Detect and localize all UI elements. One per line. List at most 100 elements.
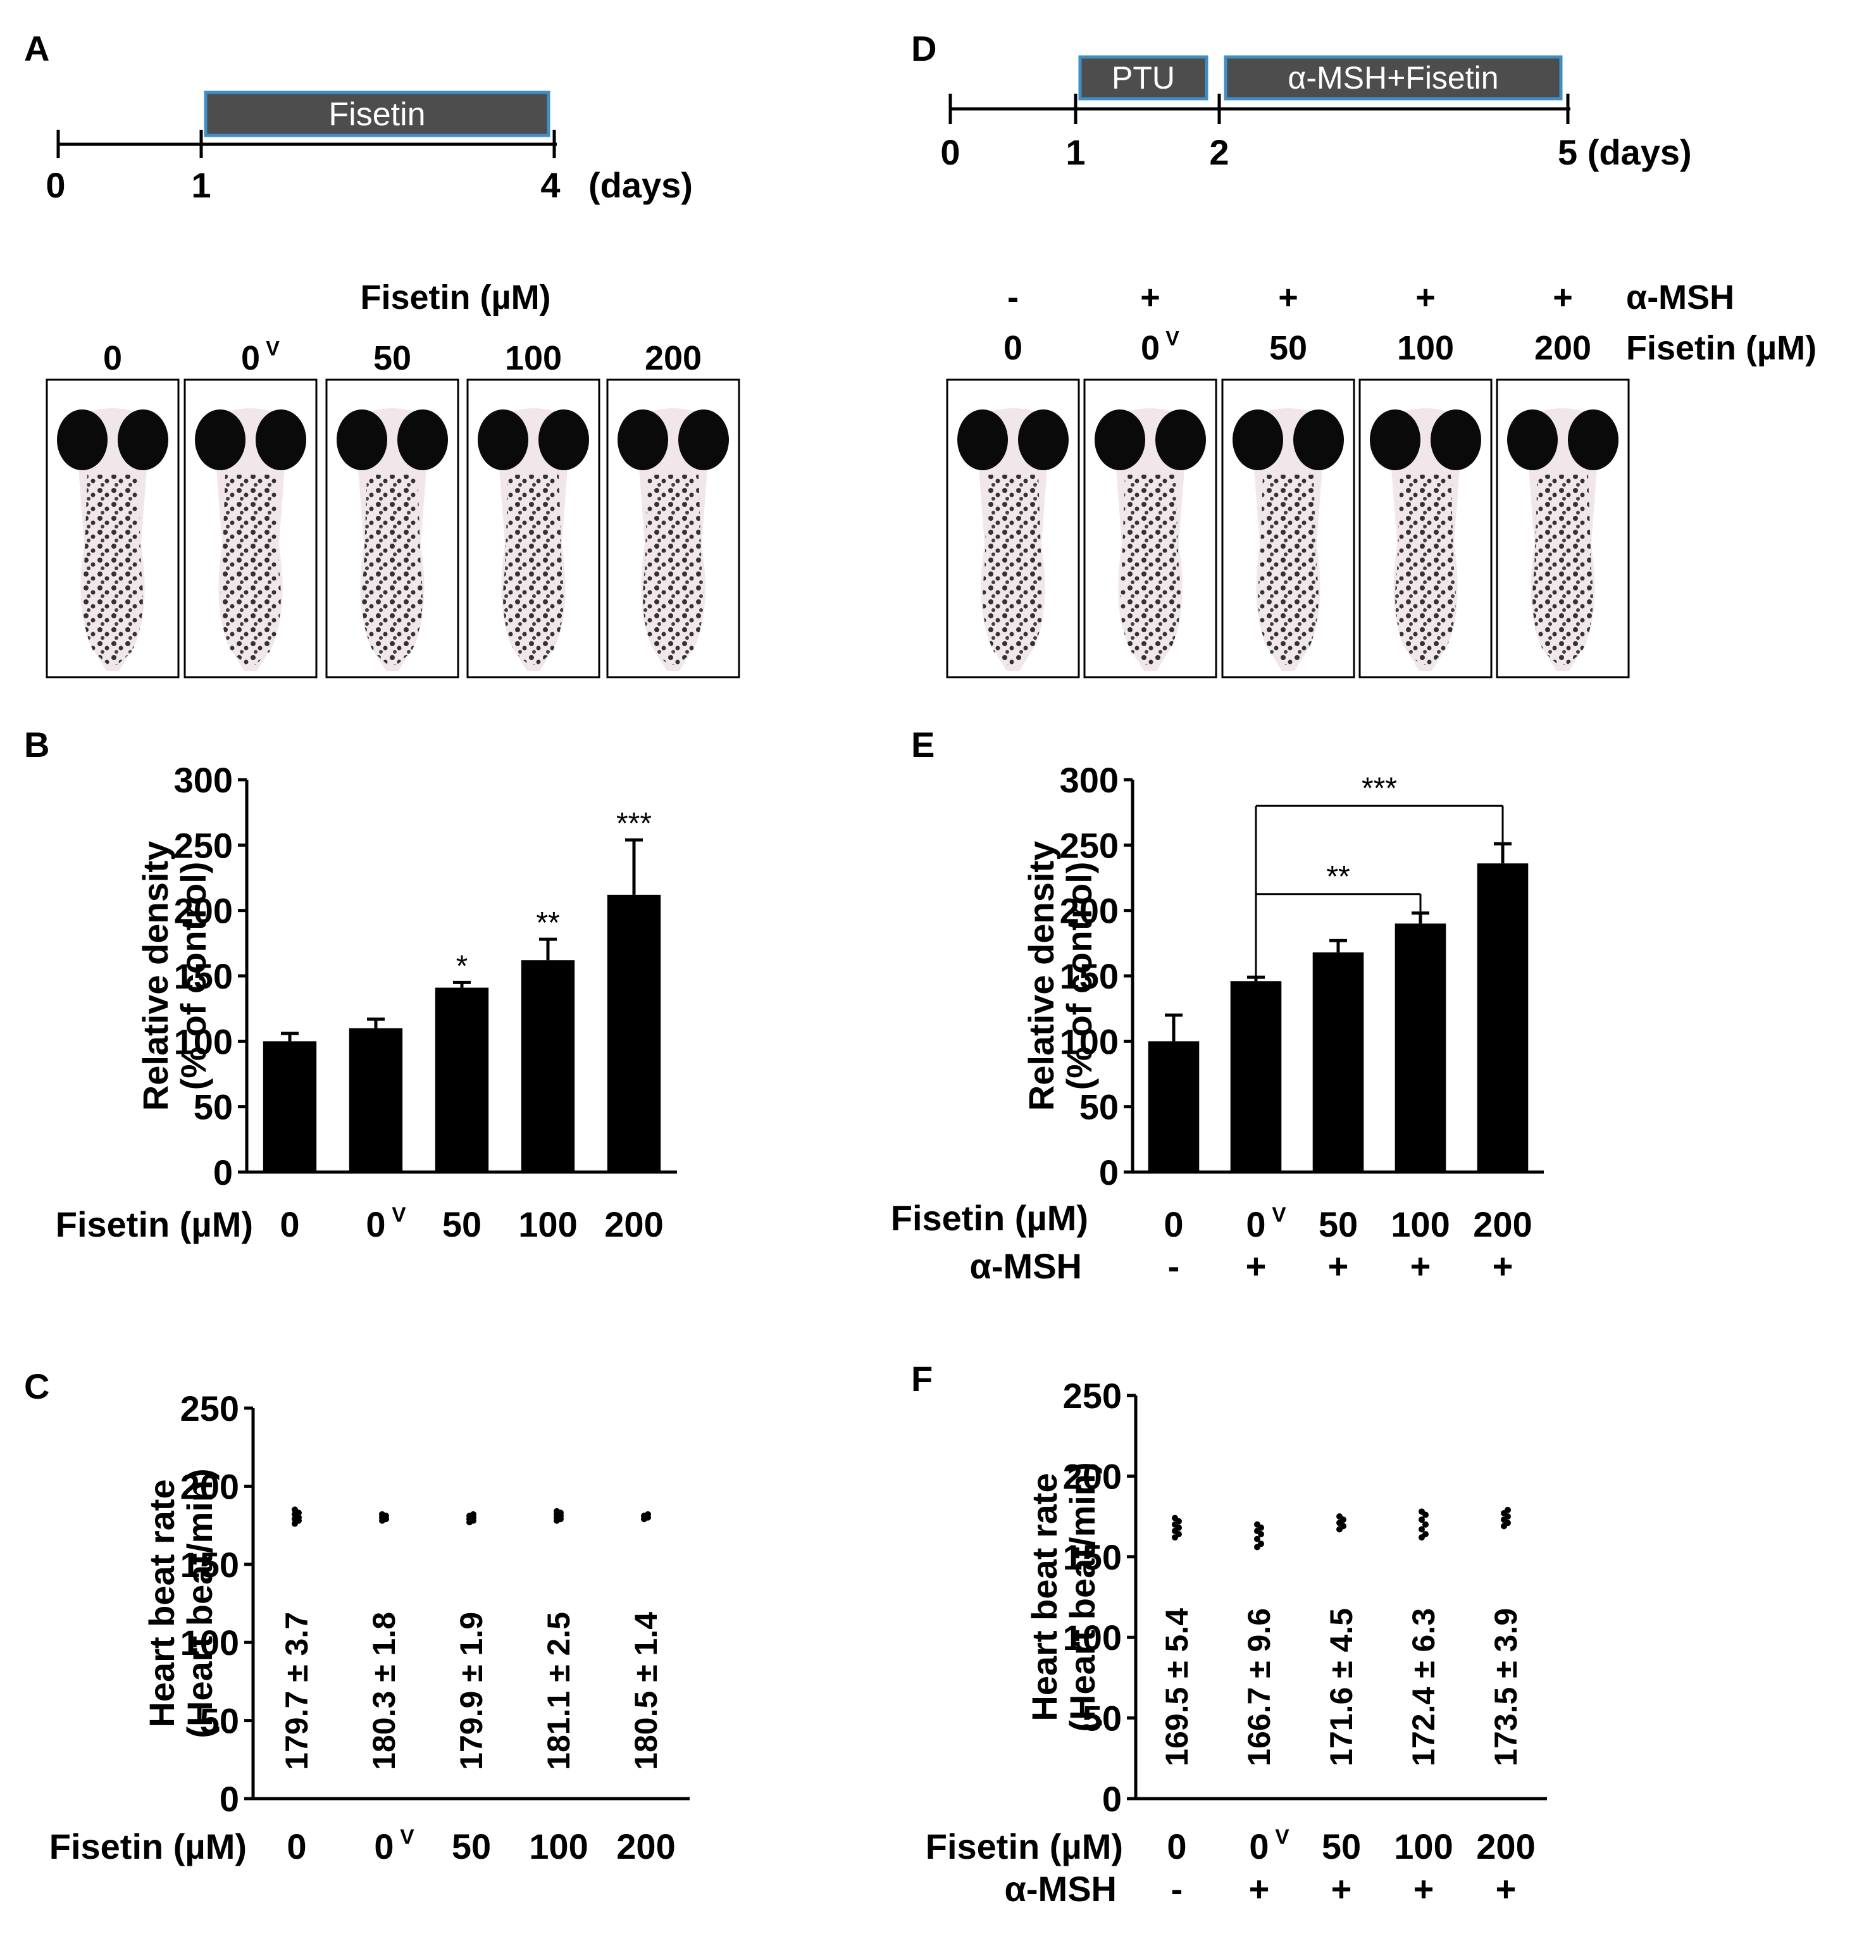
- images-d-msh-sign-1: +: [1140, 278, 1160, 316]
- images-a-header: Fisetin (µM): [360, 278, 550, 316]
- chart-b-x-label: Fisetin (µM): [56, 1204, 253, 1244]
- images-d-msh-sign-2: +: [1278, 278, 1298, 316]
- timeline-a-tick-label-4: 4: [540, 165, 560, 205]
- chart-e-category-label-4: 200: [1473, 1204, 1532, 1244]
- chart-f-point-3-3: [1422, 1521, 1429, 1528]
- chart-f-value-label-2: 171.6 ± 4.5: [1324, 1608, 1359, 1766]
- larva-a-larva-eye-right: [678, 409, 729, 470]
- chart-c-panel-label: C: [24, 1366, 49, 1406]
- larva-a-image-0: [46, 378, 180, 678]
- images-d-msh-sign-0: -: [1007, 278, 1019, 316]
- images-d-category-label-0: 0: [1003, 329, 1022, 367]
- chart-f-value-label-4: 173.5 ± 3.9: [1488, 1608, 1524, 1766]
- larva-a-larva-eye-right: [538, 409, 589, 470]
- larva-d-larva-eye-left: [1370, 409, 1420, 470]
- larva-d-image-3: [1358, 378, 1493, 678]
- larva-d-image-1: [1083, 378, 1217, 678]
- chart-f-msh-sign-3: +: [1413, 1869, 1434, 1909]
- chart-b-y-tick-label: 100: [174, 1021, 233, 1061]
- chart-b-y-tick-label: 250: [174, 825, 233, 865]
- chart-f-value-label-0: 169.5 ± 5.4: [1159, 1608, 1195, 1766]
- chart-f-point-1-2: [1254, 1535, 1260, 1542]
- larva-d-larva-eye-left: [1233, 409, 1283, 470]
- chart-b-category-superscript: V: [392, 1203, 406, 1227]
- larva-d-larva-eye-right: [1155, 409, 1206, 470]
- chart-c: C 0 50 100 150 200 250 Heart beat rate(Heart be…: [24, 1366, 690, 1866]
- chart-c-category-label-2: 50: [452, 1826, 491, 1866]
- chart-e-category-label-0: 0: [1164, 1204, 1183, 1244]
- chart-e-bracket-0-label: ***: [1362, 771, 1397, 805]
- larva-d-larva-eye-right: [1568, 409, 1618, 470]
- chart-f-category-label-4: 200: [1476, 1826, 1535, 1866]
- chart-f-category-label-2: 50: [1322, 1826, 1361, 1866]
- chart-b-y-tick-label: 200: [174, 891, 233, 931]
- chart-f-value-label-3: 172.4 ± 6.3: [1406, 1608, 1441, 1766]
- chart-e: E 0 50 100 150 200 250 300 Relative density(% of…: [891, 725, 1544, 1286]
- timeline-d-msh-fisetin-label: α-MSH+Fisetin: [1288, 60, 1498, 96]
- chart-f-category-label-3: 100: [1394, 1826, 1453, 1866]
- images-d-category-label-1: 0: [1141, 329, 1160, 367]
- chart-f-point-3-4: [1419, 1516, 1425, 1523]
- chart-b-bar-4: [607, 894, 661, 1172]
- chart-f-y-tick-label: 150: [1063, 1537, 1122, 1577]
- chart-c-point-0-6: [292, 1506, 298, 1513]
- timeline-a-fisetin-box: [204, 91, 550, 137]
- chart-e-bracket-1-label: **: [1326, 860, 1350, 894]
- chart-f-y-tick-label: 50: [1083, 1699, 1122, 1738]
- chart-c-value-label-4: 180.5 ± 1.4: [628, 1612, 664, 1770]
- chart-b-category-label-1: 0: [366, 1204, 385, 1244]
- chart-e-y-label: Relative density: [1021, 841, 1061, 1111]
- timeline-d-ptu-box: [1078, 55, 1208, 101]
- larva-a-larva-pigment: [503, 475, 564, 665]
- chart-c-y-tick-label: 150: [180, 1545, 239, 1585]
- larva-a-larva-eye-left: [337, 409, 387, 470]
- chart-e-msh-sign-4: +: [1493, 1246, 1513, 1286]
- images-d-category-label-4: 200: [1534, 329, 1591, 367]
- chart-b-y-label: Relative density: [135, 841, 175, 1111]
- larva-a-larva-pigment: [362, 475, 423, 665]
- larva-a-larva-eye-left: [618, 409, 668, 470]
- chart-b-significance-3: **: [536, 906, 559, 940]
- panel-label-d: D: [911, 28, 936, 68]
- chart-e-category-label-1: 0: [1246, 1204, 1265, 1244]
- chart-c-category-label-4: 200: [616, 1826, 675, 1866]
- timeline-d-tick-label-1: 1: [1065, 132, 1085, 172]
- chart-b-y-tick-label: 150: [174, 956, 233, 996]
- chart-b-bar-1: [349, 1028, 403, 1172]
- images-d-category-superscript: V: [1165, 327, 1179, 349]
- larva-d-larva-pigment: [1395, 475, 1456, 665]
- chart-e-y-tick-label: 300: [1060, 760, 1119, 800]
- chart-f-point-0-6: [1172, 1514, 1178, 1521]
- panel-d: D PTU α-MSH+Fisetin 0 1 2 5 (days) α-MSH…: [911, 28, 1817, 678]
- chart-e-panel-label: E: [911, 725, 935, 765]
- chart-b: B 0 50 100 150 200 250 300 Relative density(% of…: [24, 725, 677, 1244]
- chart-e-bar-1: [1230, 981, 1282, 1172]
- images-a-category-label-4: 200: [645, 339, 702, 377]
- chart-f-y-tick-label: 100: [1063, 1618, 1122, 1657]
- chart-f-point-3-1: [1422, 1531, 1429, 1538]
- chart-f-msh-sign-4: +: [1496, 1869, 1517, 1909]
- chart-c-y-label: Heart beat rate: [142, 1479, 182, 1727]
- chart-f-x2-label: α-MSH: [1004, 1869, 1117, 1909]
- chart-f-y-tick-label: 0: [1102, 1779, 1122, 1819]
- chart-f-point-3-6: [1419, 1508, 1425, 1515]
- chart-e-y-tick-label: 250: [1060, 825, 1119, 865]
- images-a-category-label-0: 0: [103, 339, 122, 377]
- chart-b-category-label-4: 200: [604, 1204, 663, 1244]
- images-d-msh-sign-4: +: [1553, 278, 1573, 316]
- chart-c-y-tick-label: 0: [220, 1779, 239, 1819]
- larva-d-larva-pigment: [1532, 475, 1593, 665]
- chart-f-point-1-1: [1258, 1540, 1264, 1547]
- larva-a-image-3: [466, 378, 600, 678]
- chart-f-msh-sign-0: -: [1171, 1869, 1183, 1909]
- timeline-a: Fisetin 0 1 4 (days): [46, 91, 693, 205]
- chart-f-point-4-5: [1505, 1506, 1511, 1513]
- chart-c-category-label-3: 100: [529, 1826, 588, 1866]
- chart-f: F 0 50 100 150 200 250 Heart beat rate(Heart be…: [911, 1359, 1547, 1909]
- chart-e-y-tick-label: 200: [1060, 891, 1119, 931]
- chart-c-value-label-0: 179.7 ± 3.7: [279, 1612, 314, 1770]
- chart-e-y-tick-label: 100: [1060, 1021, 1119, 1061]
- chart-b-bar-2: [435, 987, 489, 1172]
- chart-b-category-label-2: 50: [442, 1204, 481, 1244]
- chart-f-point-2-4: [1336, 1513, 1343, 1520]
